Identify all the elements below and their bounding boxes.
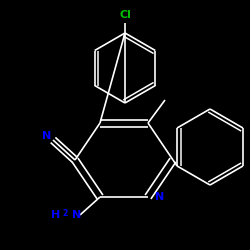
Text: 2: 2 xyxy=(62,209,67,218)
Text: Cl: Cl xyxy=(119,10,131,20)
Text: H: H xyxy=(51,210,60,220)
Text: N: N xyxy=(155,192,164,202)
Text: N: N xyxy=(42,131,52,141)
Text: N: N xyxy=(72,210,81,220)
